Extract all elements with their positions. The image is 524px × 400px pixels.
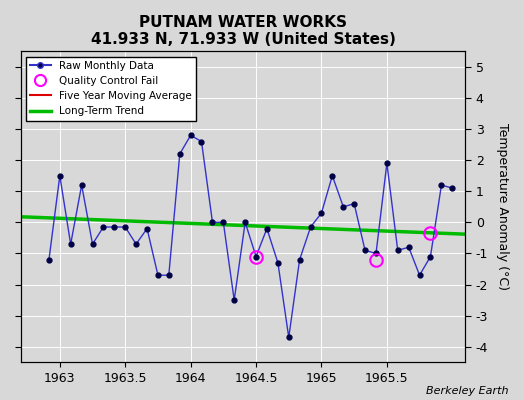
Y-axis label: Temperature Anomaly (°C): Temperature Anomaly (°C) — [496, 123, 509, 290]
Legend: Raw Monthly Data, Quality Control Fail, Five Year Moving Average, Long-Term Tren: Raw Monthly Data, Quality Control Fail, … — [26, 56, 196, 120]
Text: Berkeley Earth: Berkeley Earth — [426, 386, 508, 396]
Title: PUTNAM WATER WORKS
41.933 N, 71.933 W (United States): PUTNAM WATER WORKS 41.933 N, 71.933 W (U… — [91, 15, 396, 47]
